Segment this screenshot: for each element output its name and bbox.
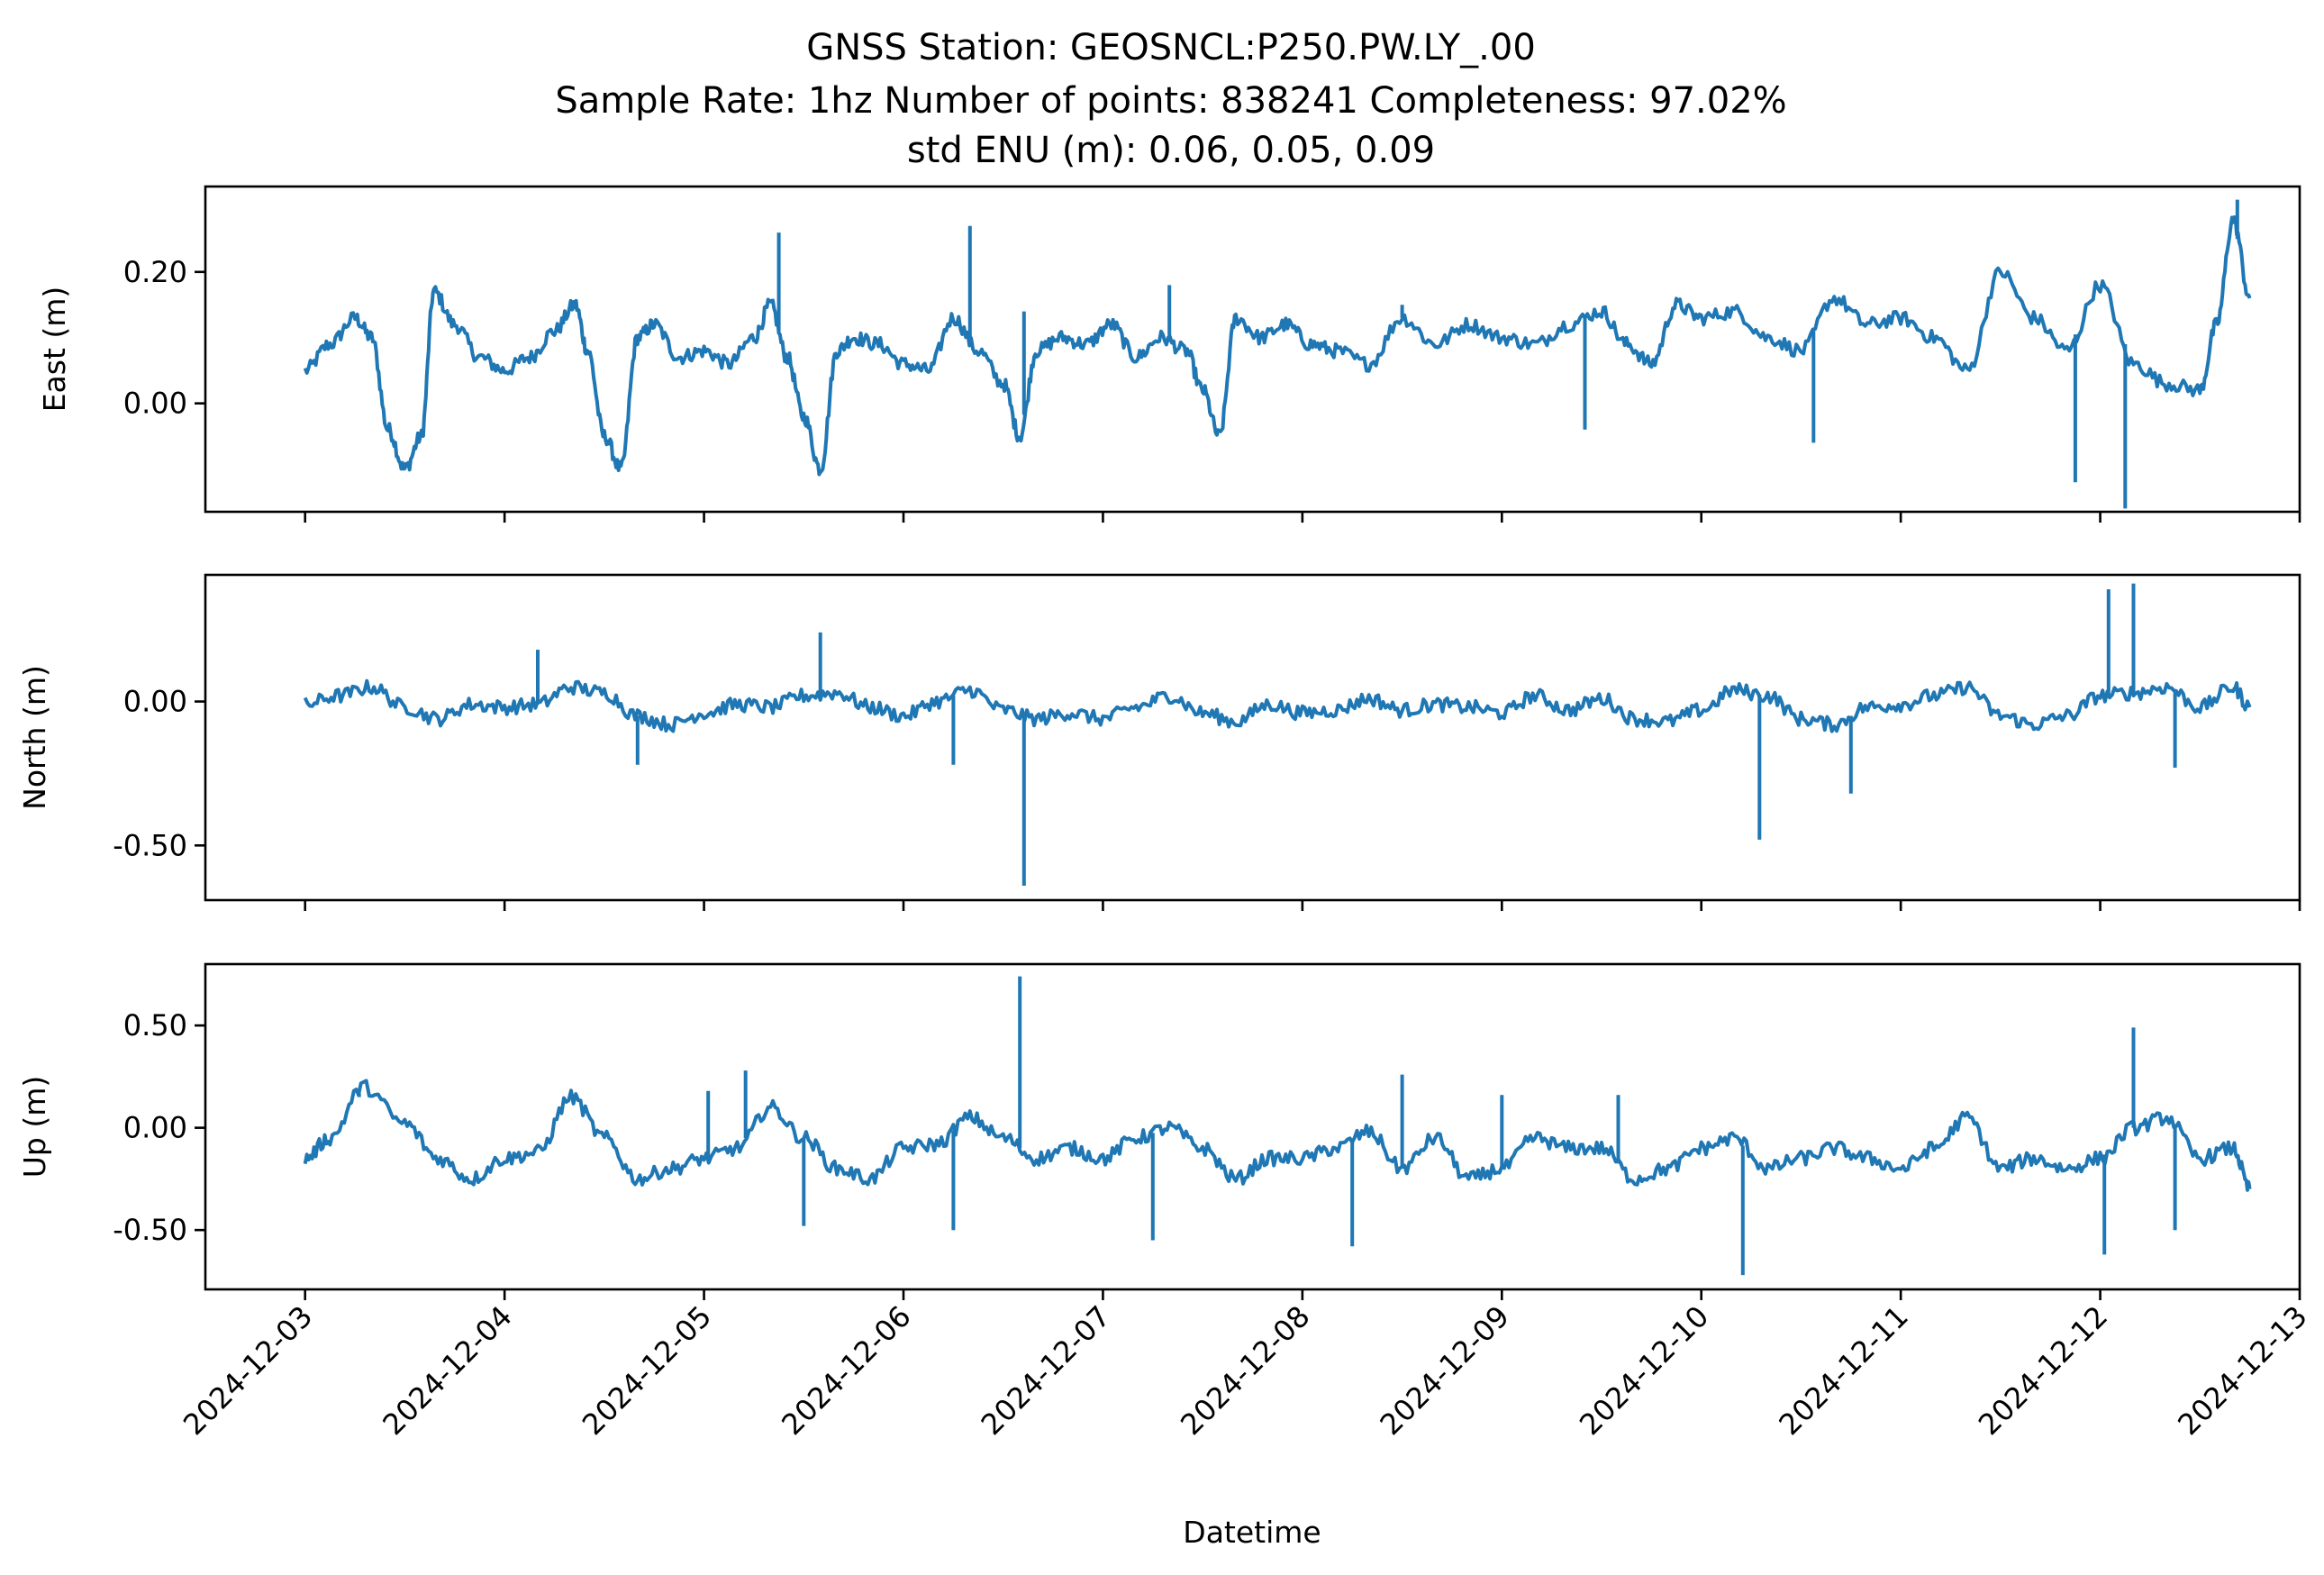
east-y-axis-label: East (m): [37, 287, 72, 413]
north-y-axis-label: North (m): [17, 665, 52, 810]
east-y-tick-label: 0.20: [123, 255, 187, 289]
up-y-tick-label: 0.50: [123, 1008, 187, 1042]
east-series-line: [303, 215, 2252, 477]
north-axes-frame: [204, 573, 2301, 902]
up-y-axis-label: Up (m): [17, 1076, 52, 1179]
title-line-3: std ENU (m): 0.06, 0.05, 0.09: [907, 130, 1435, 171]
north-series-line: [303, 678, 2252, 733]
up-y-tick-label: 0.00: [123, 1111, 187, 1145]
up-y-tick-label: -0.50: [113, 1213, 187, 1247]
north-panel: 0.00 -0.50 North (m): [17, 573, 2301, 911]
title-line-2: Sample Rate: 1hz Number of points: 83824…: [555, 80, 1786, 122]
east-y-tick-label: 0.00: [123, 387, 187, 421]
north-y-tick-label: -0.50: [113, 828, 187, 862]
east-panel: 0.00 0.20 East (m): [37, 185, 2301, 523]
x-axis-label: Datetime: [1183, 1515, 1321, 1550]
up-series-line: [303, 1079, 2252, 1192]
east-axes-frame: [204, 185, 2301, 514]
title-line-1: GNSS Station: GEOSNCL:P250.PW.LY_.00: [806, 27, 1536, 68]
north-y-tick-label: 0.00: [123, 685, 187, 719]
